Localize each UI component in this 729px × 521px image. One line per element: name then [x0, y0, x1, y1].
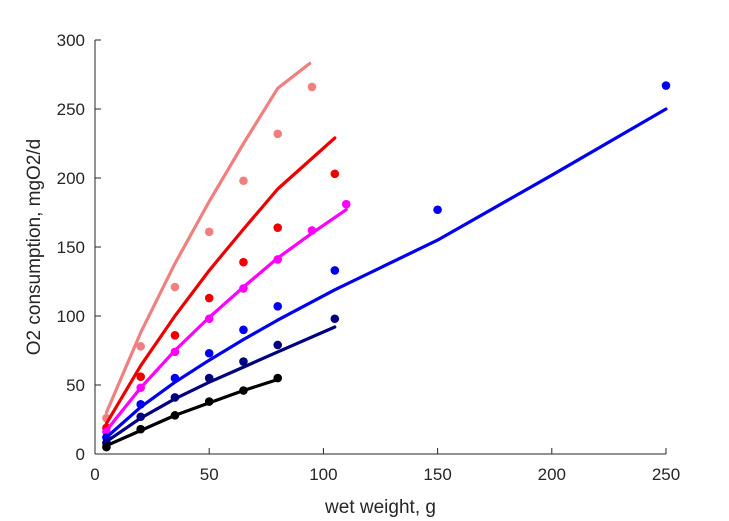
data-point [204, 397, 214, 406]
series-layer [102, 61, 671, 452]
fit-line [104, 208, 348, 433]
y-tick-label: 150 [57, 238, 85, 257]
y-tick-label: 50 [66, 376, 85, 395]
x-tick-label: 0 [90, 465, 99, 484]
data-point [273, 255, 283, 264]
x-axis-label: wet weight, g [324, 497, 436, 518]
y-tick-label: 100 [57, 307, 85, 326]
y-tick-label: 0 [76, 445, 85, 464]
series-1 [102, 61, 317, 423]
data-point [204, 293, 214, 303]
y-tick-label: 250 [57, 100, 85, 119]
y-axis-ticks: 0 50 100 150 200 250 300 [57, 31, 101, 464]
data-point [273, 223, 283, 232]
data-point [136, 412, 145, 422]
fit-line [104, 107, 668, 439]
data-point [136, 424, 145, 434]
data-point [341, 199, 351, 209]
data-point [307, 226, 317, 235]
data-point [204, 314, 214, 324]
data-point [433, 205, 442, 215]
data-point [204, 227, 214, 237]
data-point [239, 257, 248, 267]
series-2 [102, 136, 340, 433]
data-point [170, 393, 180, 402]
data-point [136, 342, 145, 351]
data-point [239, 325, 248, 335]
data-point [273, 340, 283, 350]
data-point [102, 442, 111, 452]
series-4 [102, 81, 671, 442]
data-point [204, 348, 214, 358]
data-point [330, 169, 340, 179]
data-point [136, 383, 145, 393]
data-point [273, 373, 283, 383]
x-tick-label: 200 [538, 465, 566, 484]
data-point [661, 81, 671, 90]
data-point [170, 331, 180, 340]
data-point [136, 400, 145, 409]
fit-line [104, 377, 280, 448]
axes: 0 50 100 150 200 250 0 50 100 150 200 250 300 [57, 31, 681, 484]
data-point [170, 411, 180, 420]
x-tick-label: 150 [423, 465, 451, 484]
data-point [136, 372, 145, 382]
x-tick-label: 50 [200, 465, 219, 484]
series-3 [102, 199, 351, 437]
fit-line [104, 136, 337, 426]
data-point [170, 282, 180, 292]
data-point [307, 82, 317, 92]
data-point [239, 176, 248, 186]
y-tick-label: 200 [57, 169, 85, 188]
x-tick-label: 100 [309, 465, 337, 484]
data-point [204, 373, 214, 383]
data-point [330, 314, 340, 324]
data-point [239, 284, 248, 293]
fit-line [104, 61, 312, 415]
data-point [330, 266, 340, 275]
series-6 [102, 373, 283, 452]
data-point [273, 129, 283, 139]
data-point [170, 373, 180, 383]
x-tick-label: 250 [652, 465, 680, 484]
y-axis-label: O2 consumption, mgO2/d [24, 139, 45, 356]
data-point [239, 357, 248, 366]
data-point [273, 302, 283, 311]
x-axis-ticks: 0 50 100 150 200 250 [90, 448, 680, 484]
y-tick-label: 300 [57, 31, 85, 50]
data-point [170, 347, 180, 357]
data-point [239, 386, 248, 395]
